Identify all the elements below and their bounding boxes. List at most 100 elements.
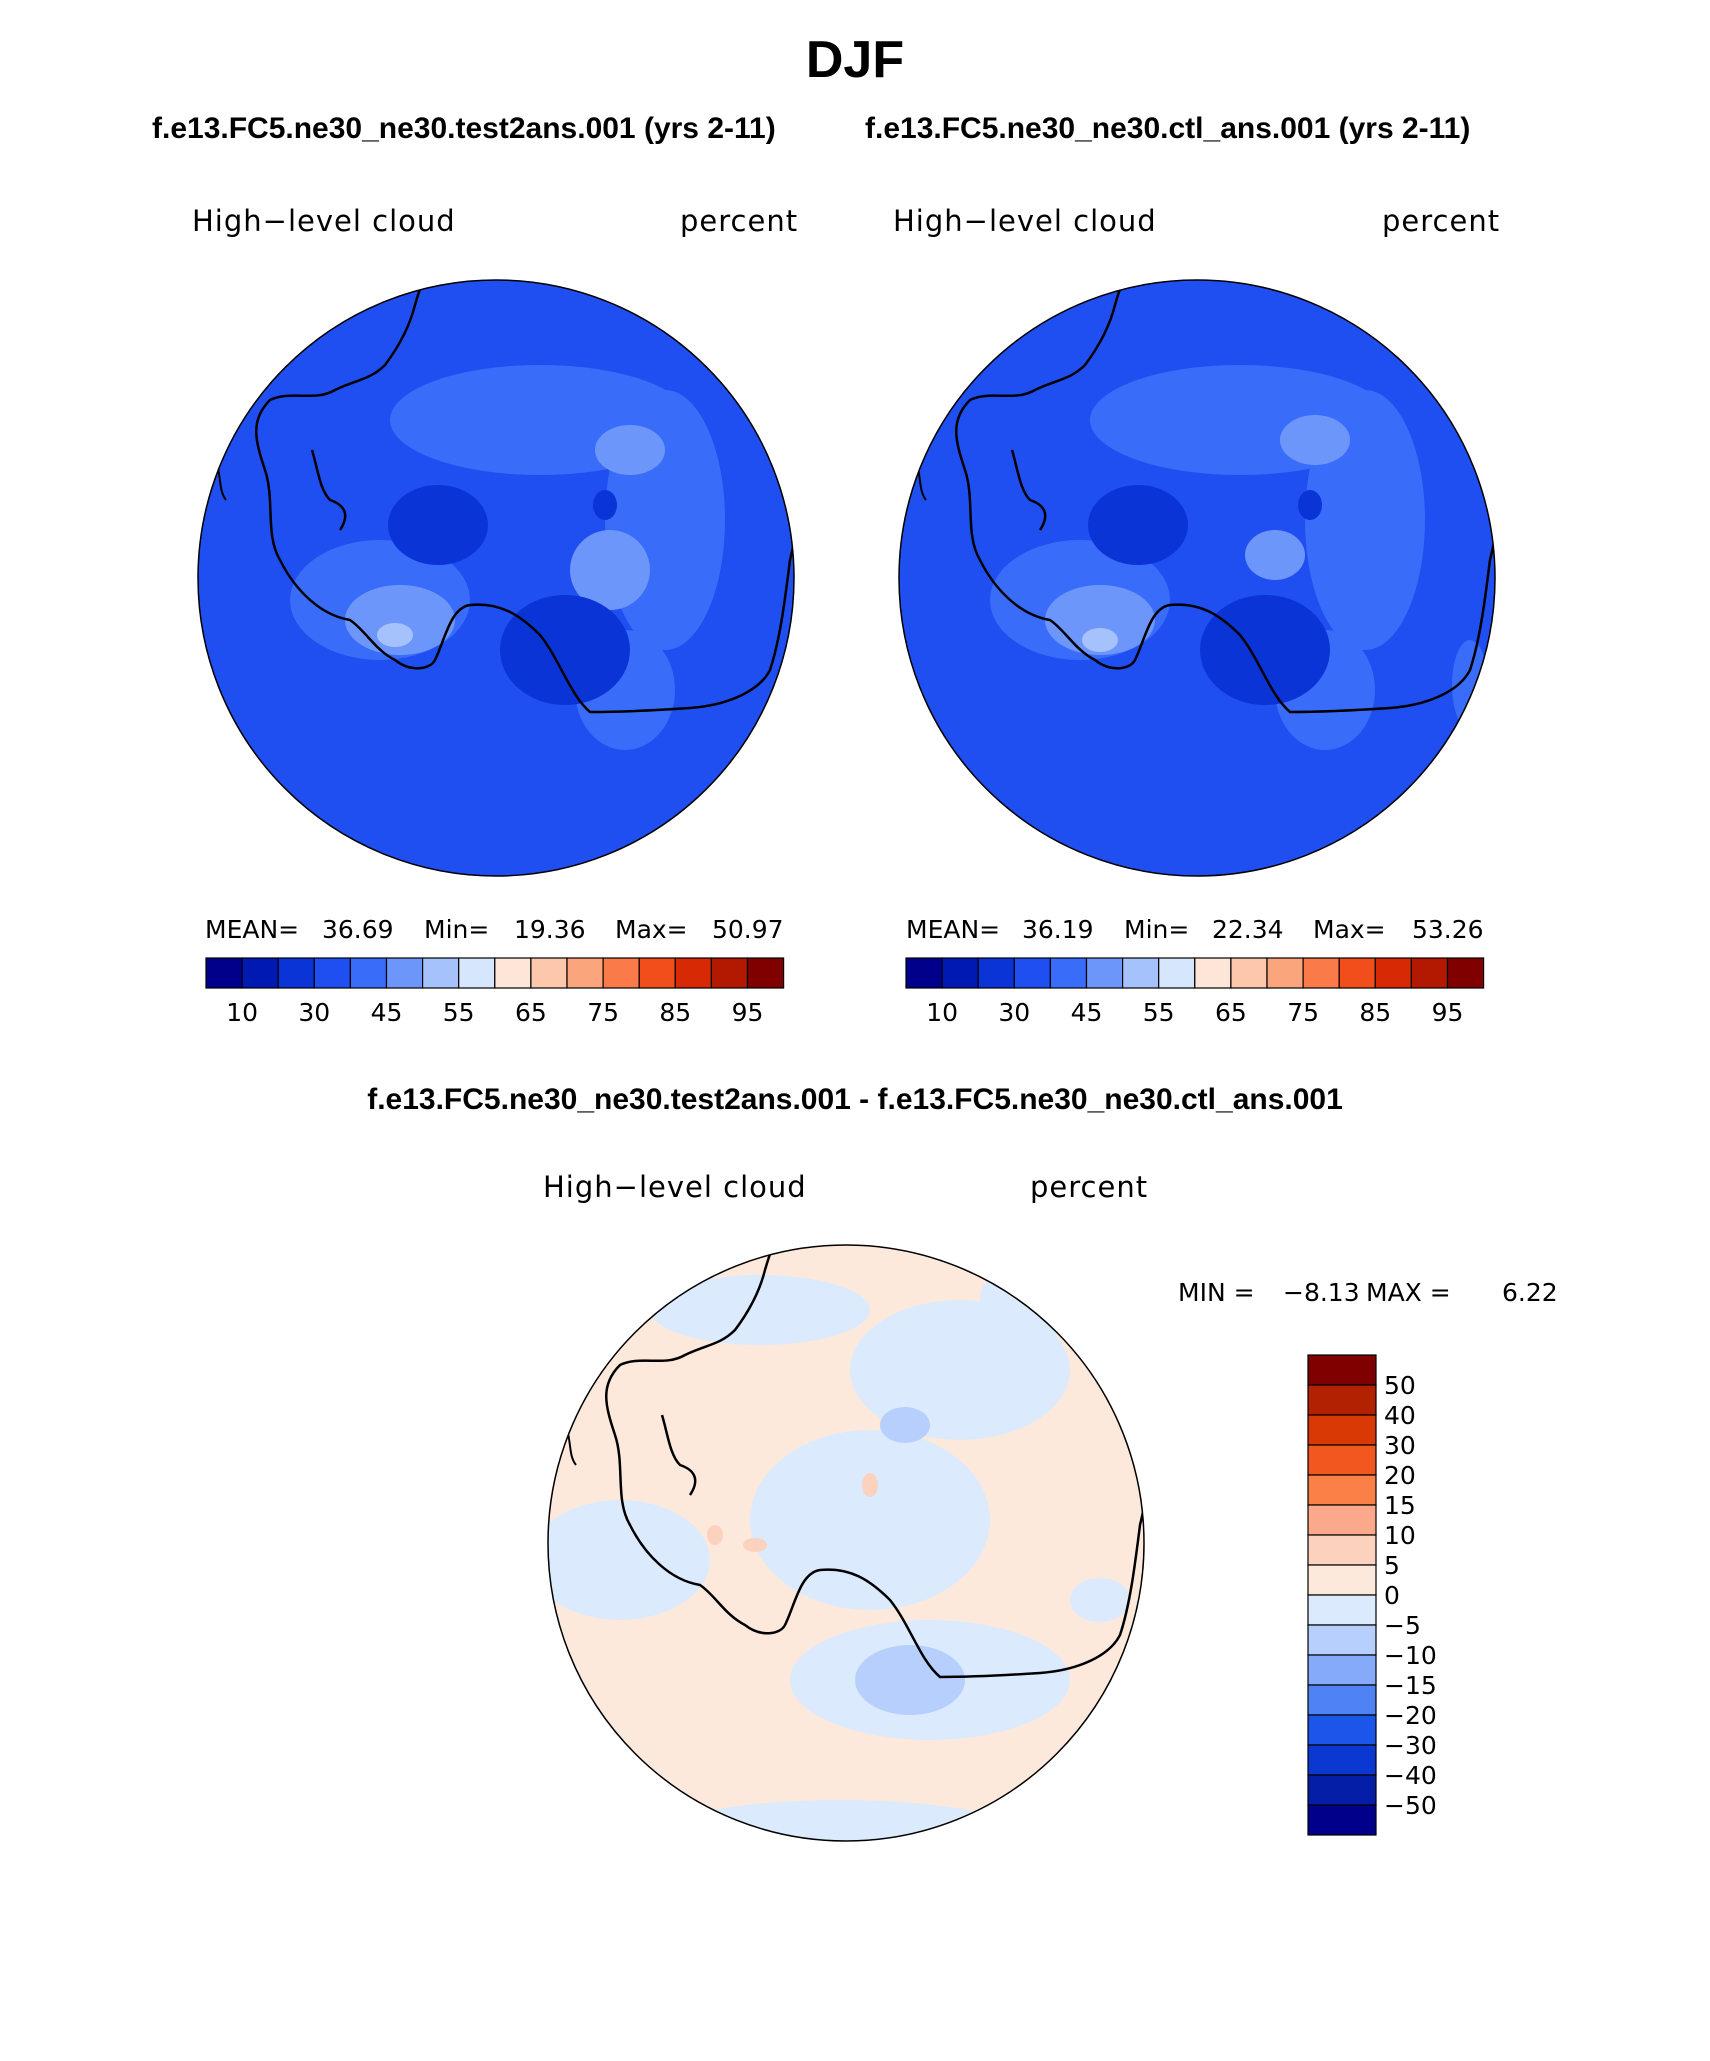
right-variable-label: High−level cloud — [893, 204, 1157, 238]
colorbar-box — [1307, 1774, 1377, 1806]
diff-variable-label: High−level cloud — [543, 1170, 807, 1204]
colorbar-tick-label: 30 — [998, 998, 1031, 1027]
colorbar-tick-label: 10 — [926, 998, 958, 1027]
difference-colorbar — [1307, 1354, 1377, 1836]
colorbar-box — [1049, 957, 1088, 989]
diff-max-label: MAX = — [1366, 1278, 1451, 1307]
colorbar-box — [1307, 1564, 1377, 1596]
colorbar-box — [530, 957, 568, 989]
right-polar-map — [898, 279, 1496, 877]
colorbar-tick-label: 10 — [226, 998, 258, 1027]
colorbar-tick-label: −5 — [1384, 1611, 1421, 1640]
colorbar-tick-label: 15 — [1384, 1491, 1416, 1520]
right-colorbar — [905, 957, 1485, 989]
right-units-label: percent — [1382, 204, 1501, 238]
colorbar-box — [277, 957, 315, 989]
right-case-title: f.e13.FC5.ne30_ne30.ctl_ans.001 (yrs 2-1… — [865, 112, 1471, 145]
colorbar-box — [1307, 1744, 1377, 1776]
colorbar-tick-label: 50 — [1384, 1371, 1416, 1400]
colorbar-box — [1307, 1384, 1377, 1416]
colorbar-box — [602, 957, 640, 989]
colorbar-box — [241, 957, 279, 989]
colorbar-tick-label: 75 — [587, 998, 619, 1027]
colorbar-box — [494, 957, 532, 989]
colorbar-box — [566, 957, 604, 989]
colorbar-tick-label: 55 — [1142, 998, 1175, 1027]
diff-min-value: −8.13 — [1283, 1278, 1360, 1307]
colorbar-box — [1121, 957, 1160, 989]
colorbar-box — [1307, 1504, 1377, 1536]
colorbar-box — [1194, 957, 1232, 989]
left-variable-label: High−level cloud — [192, 204, 456, 238]
figure-title: DJF — [805, 31, 905, 89]
colorbar-tick-label: 0 — [1384, 1581, 1400, 1610]
left-max-value: 50.97 — [712, 915, 784, 944]
colorbar-tick-label: 45 — [370, 998, 403, 1027]
colorbar-tick-label: 95 — [1431, 998, 1464, 1027]
colorbar-box — [1013, 957, 1051, 989]
colorbar-tick-label: 75 — [1287, 998, 1319, 1027]
colorbar-tick-label: 55 — [442, 998, 475, 1027]
colorbar-tick-label: 95 — [731, 998, 764, 1027]
right-max-label: Max= — [1313, 915, 1386, 944]
right-min-label: Min= — [1124, 915, 1190, 944]
left-case-title: f.e13.FC5.ne30_ne30.test2ans.001 (yrs 2-… — [152, 112, 776, 145]
colorbar-box — [1307, 1354, 1377, 1386]
colorbar-tick-label: −20 — [1384, 1701, 1437, 1730]
colorbar-tick-label: −15 — [1384, 1671, 1437, 1700]
colorbar-box — [458, 957, 496, 989]
colorbar-tick-label: −30 — [1384, 1731, 1437, 1760]
colorbar-tick-label: 20 — [1384, 1461, 1416, 1490]
colorbar-box — [1307, 1414, 1377, 1446]
left-min-value: 19.36 — [514, 915, 586, 944]
left-mean-value: 36.69 — [322, 915, 394, 944]
colorbar-box — [1307, 1624, 1377, 1656]
colorbar-box — [1230, 957, 1268, 989]
colorbar-box — [205, 957, 243, 989]
colorbar-tick-label: −10 — [1384, 1641, 1437, 1670]
left-min-label: Min= — [424, 915, 490, 944]
colorbar-box — [1307, 1684, 1377, 1716]
colorbar-box — [1266, 957, 1304, 989]
right-mean-label: MEAN= — [906, 915, 1001, 944]
right-mean-value: 36.19 — [1022, 915, 1094, 944]
colorbar-box — [1158, 957, 1196, 989]
colorbar-tick-label: 30 — [1384, 1431, 1416, 1460]
right-min-value: 22.34 — [1212, 915, 1284, 944]
colorbar-box — [1302, 957, 1340, 989]
colorbar-box — [1446, 957, 1485, 989]
diff-max-value: 6.22 — [1502, 1278, 1558, 1307]
colorbar-box — [1085, 957, 1124, 989]
left-mean-label: MEAN= — [205, 915, 300, 944]
colorbar-tick-label: 10 — [1384, 1521, 1416, 1550]
colorbar-box — [1410, 957, 1449, 989]
diff-min-label: MIN = — [1178, 1278, 1255, 1307]
colorbar-box — [385, 957, 424, 989]
colorbar-box — [1307, 1444, 1377, 1476]
colorbar-box — [1307, 1654, 1377, 1686]
colorbar-box — [977, 957, 1015, 989]
colorbar-tick-label: 45 — [1070, 998, 1103, 1027]
colorbar-box — [1374, 957, 1413, 989]
left-polar-map — [197, 279, 795, 877]
colorbar-tick-label: 5 — [1384, 1551, 1400, 1580]
colorbar-tick-label: 40 — [1384, 1401, 1416, 1430]
left-max-label: Max= — [615, 915, 688, 944]
difference-title: f.e13.FC5.ne30_ne30.test2ans.001 - f.e13… — [367, 1083, 1343, 1116]
colorbar-box — [1307, 1804, 1377, 1836]
colorbar-box — [422, 957, 460, 989]
colorbar-tick-label: 85 — [659, 998, 692, 1027]
colorbar-box — [746, 957, 785, 989]
colorbar-box — [1307, 1474, 1377, 1506]
colorbar-box — [941, 957, 979, 989]
colorbar-tick-label: 65 — [514, 998, 547, 1027]
colorbar-box — [1307, 1594, 1377, 1626]
colorbar-box — [674, 957, 712, 989]
colorbar-box — [1307, 1534, 1377, 1566]
left-colorbar — [205, 957, 785, 989]
diff-units-label: percent — [1030, 1170, 1149, 1204]
colorbar-tick-label: 85 — [1359, 998, 1392, 1027]
colorbar-tick-label: −50 — [1384, 1791, 1437, 1820]
colorbar-box — [905, 957, 943, 989]
